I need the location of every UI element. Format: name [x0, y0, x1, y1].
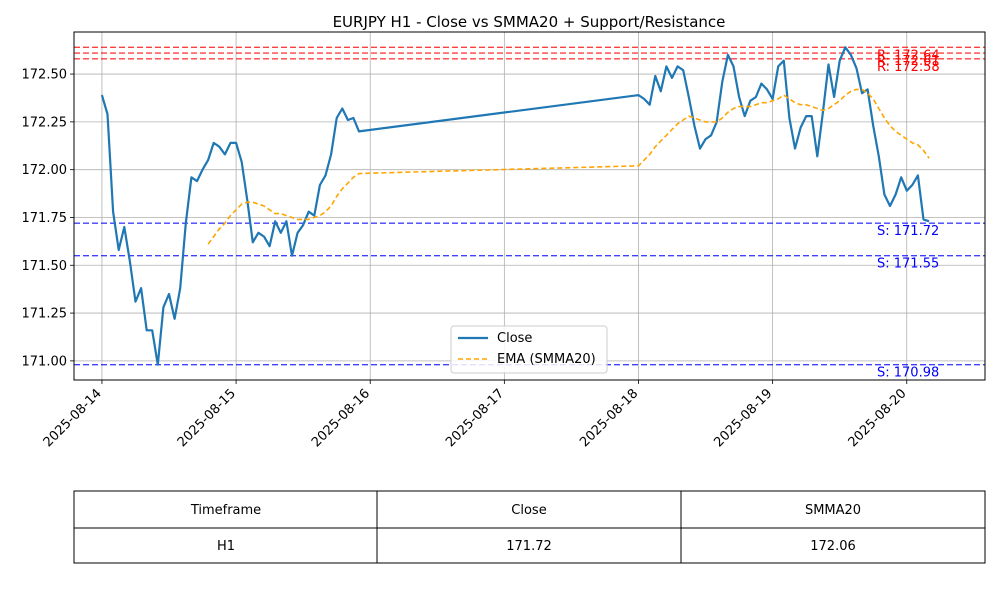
table-header-timeframe: Timeframe: [190, 503, 261, 518]
plot-frame: [73, 31, 986, 381]
series-lines: [100, 46, 930, 366]
resistance-label: R: 172.64: [877, 48, 940, 63]
x-tick-label: 2025-08-15: [175, 386, 239, 450]
legend-close-label: Close: [497, 331, 532, 346]
support-label: S: 171.72: [877, 224, 939, 239]
table-frame: [73, 490, 986, 564]
y-tick-label: 172.50: [22, 68, 68, 83]
y-tick-label: 171.50: [22, 259, 68, 274]
x-tick-label: 2025-08-17: [443, 386, 507, 450]
x-tick-label: 2025-08-18: [577, 386, 641, 450]
x-tick-label: 2025-08-20: [846, 386, 910, 450]
y-tick-label: 171.75: [22, 211, 68, 226]
close-series-line: [100, 46, 930, 366]
x-tick-label: 2025-08-19: [711, 386, 775, 450]
support-label: S: 171.55: [877, 257, 939, 272]
x-axis: 2025-08-14 2025-08-15 2025-08-16 2025-08-17…: [41, 380, 910, 450]
smma20-series-line: [207, 88, 930, 245]
table-cell-close: 171.72: [506, 539, 552, 554]
y-tick-label: 172.25: [22, 115, 68, 130]
table-header-smma20: SMMA20: [805, 503, 861, 518]
y-tick-label: 172.00: [22, 163, 68, 178]
legend-box: [450, 325, 608, 374]
support-resistance-labels: S: 171.72 S: 171.55 S: 170.98 R: 172.64R: 1…: [877, 48, 940, 380]
resistance-label: R: 172.61: [877, 54, 940, 69]
table-header-close: Close: [511, 503, 546, 518]
grid: [74, 32, 985, 380]
table-cell-smma20: 172.06: [810, 539, 856, 554]
resistance-label: R: 172.58: [877, 60, 940, 75]
x-tick-label: 2025-08-14: [41, 386, 105, 450]
y-tick-label: 171.00: [22, 354, 68, 369]
support-resistance-lines: [74, 46, 985, 366]
table-cell-timeframe: H1: [217, 539, 235, 554]
summary-table: Timeframe Close SMMA20 H1 171.72 172.06: [73, 490, 986, 564]
y-axis: 171.00 171.25 171.50 171.75 172.00 172.25 172.…: [22, 68, 74, 369]
chart-title: EURJPY H1 - Close vs SMMA20 + Support/Re…: [333, 13, 726, 31]
x-tick-label: 2025-08-16: [309, 386, 373, 450]
legend: Close EMA (SMMA20): [450, 325, 608, 374]
legend-smma-label: EMA (SMMA20): [497, 352, 596, 367]
support-label: S: 170.98: [877, 366, 939, 381]
y-tick-label: 171.25: [22, 307, 68, 322]
